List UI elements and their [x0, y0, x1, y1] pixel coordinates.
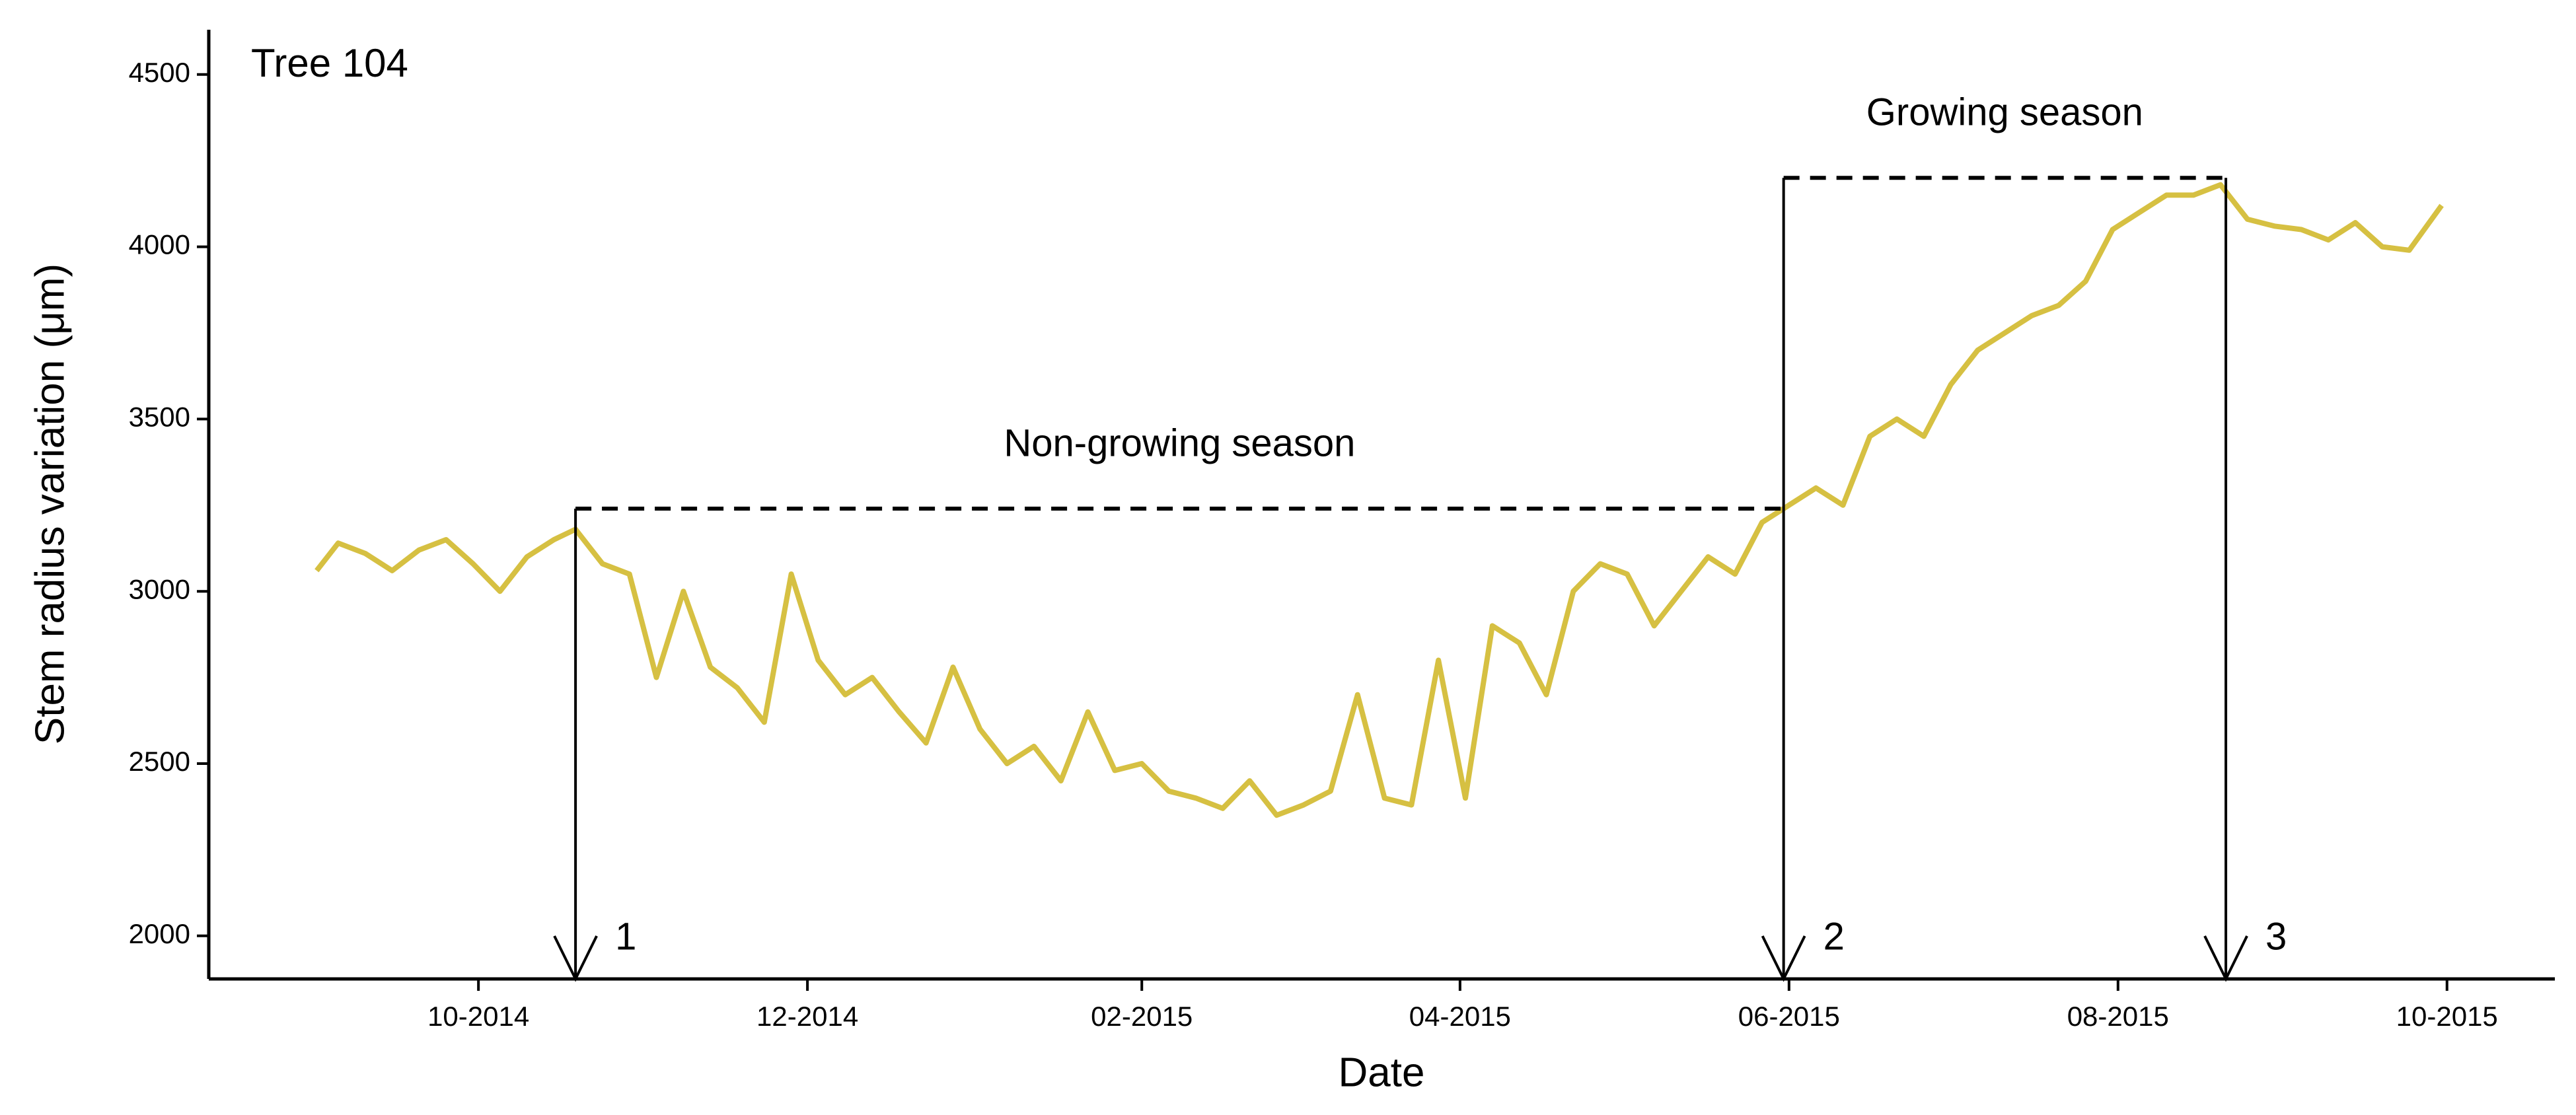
x-tick-label: 06-2015 — [1738, 1001, 1840, 1032]
arrow-head — [2203, 935, 2248, 982]
y-tick-label: 4500 — [129, 57, 190, 88]
arrow-head — [553, 935, 598, 982]
y-axis-title: Stem radius variation (μm) — [27, 264, 73, 744]
x-tick-label: 12-2014 — [756, 1001, 858, 1032]
y-tick-label: 3000 — [129, 573, 190, 604]
y-tick-label: 2000 — [129, 918, 190, 949]
y-tick-label: 4000 — [129, 229, 190, 260]
marker-label: 3 — [2265, 915, 2287, 958]
marker-label: 1 — [615, 915, 636, 958]
x-tick-label: 08-2015 — [2067, 1001, 2169, 1032]
season-label: Growing season — [1866, 91, 2143, 134]
x-axis-title: Date — [1339, 1050, 1425, 1095]
y-tick-label: 3500 — [129, 401, 190, 432]
season-label: Non-growing season — [1004, 421, 1355, 464]
x-tick-label: 04-2015 — [1409, 1001, 1511, 1032]
x-tick-label: 10-2014 — [427, 1001, 529, 1032]
data-line — [314, 182, 2444, 818]
tree-label: Tree 104 — [251, 41, 408, 85]
x-tick-label: 10-2015 — [2396, 1001, 2498, 1032]
x-tick-label: 02-2015 — [1091, 1001, 1193, 1032]
y-tick-label: 2500 — [129, 746, 190, 777]
arrow-head — [1761, 935, 1806, 982]
marker-label: 2 — [1823, 915, 1845, 958]
